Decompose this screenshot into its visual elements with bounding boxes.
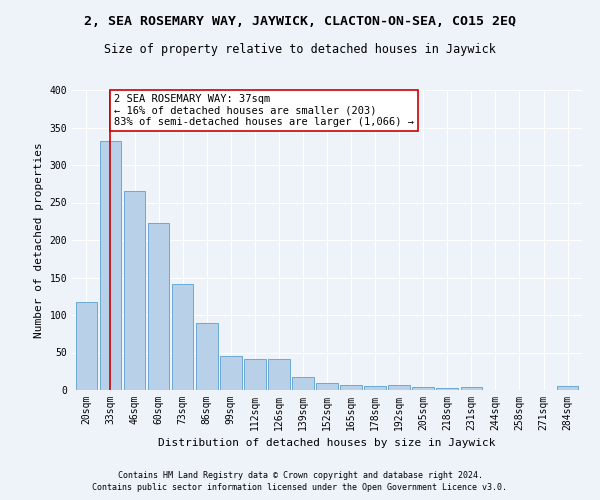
Bar [244,358,266,390]
Bar [436,388,458,390]
Text: 2, SEA ROSEMARY WAY, JAYWICK, CLACTON-ON-SEA, CO15 2EQ: 2, SEA ROSEMARY WAY, JAYWICK, CLACTON-ON… [84,15,516,28]
Bar [124,190,145,390]
Bar [388,385,410,390]
Bar [557,386,578,390]
Bar [292,376,314,390]
Bar [461,387,482,390]
Y-axis label: Number of detached properties: Number of detached properties [34,142,44,338]
Bar [196,324,218,390]
Text: 2 SEA ROSEMARY WAY: 37sqm
← 16% of detached houses are smaller (203)
83% of semi: 2 SEA ROSEMARY WAY: 37sqm ← 16% of detac… [114,94,414,127]
Bar [364,386,386,390]
Bar [172,284,193,390]
Bar [148,223,169,390]
Bar [412,387,434,390]
Text: Contains HM Land Registry data © Crown copyright and database right 2024.: Contains HM Land Registry data © Crown c… [118,471,482,480]
Text: Size of property relative to detached houses in Jaywick: Size of property relative to detached ho… [104,42,496,56]
Text: Contains public sector information licensed under the Open Government Licence v3: Contains public sector information licen… [92,484,508,492]
X-axis label: Distribution of detached houses by size in Jaywick: Distribution of detached houses by size … [158,438,496,448]
Bar [220,356,242,390]
Bar [76,302,97,390]
Bar [100,141,121,390]
Bar [316,382,338,390]
Bar [268,358,290,390]
Bar [340,385,362,390]
